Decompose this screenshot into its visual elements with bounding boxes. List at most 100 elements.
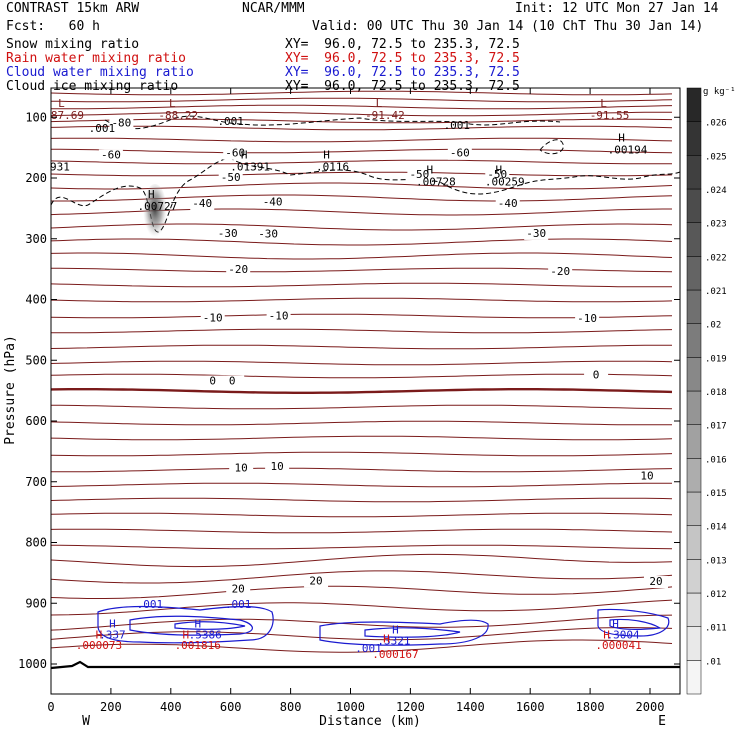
- isotherm-label-bg: [98, 149, 123, 162]
- isotherm-contour: [51, 435, 673, 441]
- isotherm-label: -50: [409, 168, 429, 181]
- y-tick-label: 500: [25, 353, 47, 367]
- x-tick-label: 1000: [336, 700, 365, 714]
- snow-contour: [104, 115, 561, 130]
- x-tick-label: 200: [100, 700, 122, 714]
- isotherm-contour: [51, 451, 673, 457]
- colorbar-swatch: [686, 525, 702, 560]
- isotherm-label: -60: [101, 149, 121, 162]
- extremum-marker: L: [58, 97, 65, 110]
- isotherm-label-bg: [265, 461, 290, 474]
- valid-time: Valid: 00 UTC Thu 30 Jan 14 (10 ChT Thu …: [312, 19, 704, 34]
- extremum-marker: H: [323, 149, 330, 162]
- colorbar-label: .018: [705, 388, 727, 398]
- snow-contour-label: .001: [89, 122, 116, 135]
- rain-water-label: H: [603, 628, 610, 641]
- cloud-water-label: .5386: [189, 628, 222, 641]
- colorbar-label: .01: [705, 657, 721, 667]
- init-time: Init: 12 UTC Mon 27 Jan 14: [515, 1, 719, 16]
- colorbar-swatch: [686, 323, 702, 358]
- colorbar-label: .015: [705, 489, 727, 499]
- isotherm-contour: [51, 159, 673, 165]
- isotherm-label-bg: [190, 198, 215, 211]
- isotherm-contour: [51, 512, 673, 518]
- field-cloud-ice-name: Cloud ice mixing ratio: [6, 79, 179, 94]
- isotherm-label: -40: [263, 195, 283, 208]
- isotherm-contour: [51, 626, 673, 641]
- isotherm-label-bg: [229, 462, 254, 475]
- field-snow-xy: XY= 96.0, 72.5 to 235.3, 72.5: [285, 37, 520, 52]
- isotherm-label: -10: [577, 312, 597, 325]
- cloud-water-label: H: [194, 618, 201, 631]
- model-title: CONTRAST 15km ARW: [6, 1, 140, 16]
- colorbar-swatch: [686, 188, 702, 223]
- rain-water-label: .000041: [595, 639, 641, 652]
- colorbar-swatch: [686, 87, 702, 122]
- isotherm-label: -60: [450, 147, 470, 160]
- colorbar-swatch: [686, 121, 702, 156]
- x-tick-label: 800: [280, 700, 302, 714]
- colorbar-label: .021: [705, 287, 727, 297]
- extremum-marker: H: [148, 188, 155, 201]
- extremum-marker: H: [618, 132, 625, 145]
- colorbar-label: .026: [705, 119, 727, 129]
- isotherm-contour: [51, 482, 672, 488]
- snow-contour-label: .001: [444, 119, 471, 132]
- isotherm-contour: [51, 111, 672, 117]
- isotherm-label-bg: [407, 169, 432, 181]
- extremum-value: -91.42: [365, 109, 405, 122]
- isotherm-label-bg: [304, 575, 329, 588]
- snow-contour: [539, 139, 564, 155]
- field-cloud-ice-xy: XY= 96.0, 72.5 to 235.3, 72.5: [285, 79, 520, 94]
- isotherm-contour: [51, 528, 673, 534]
- y-tick-label: 200: [25, 171, 47, 185]
- isotherm-label: 10: [270, 460, 283, 473]
- cloud-water-label: H: [612, 618, 619, 631]
- y-tick-label: 400: [25, 293, 47, 307]
- cloud-water-contour: [174, 621, 246, 630]
- isotherm-label-bg: [223, 147, 248, 160]
- rain-water-label: H: [383, 633, 390, 646]
- isotherm-contour: [51, 90, 673, 96]
- x-tick-label: 1200: [396, 700, 425, 714]
- extremum-value: .01391: [230, 161, 270, 174]
- isotherm-label-bg: [226, 263, 251, 276]
- isotherm-label-bg: [524, 227, 549, 240]
- snow-contour: [51, 157, 680, 233]
- extremum-value: .00259: [485, 176, 525, 189]
- extremum-marker: L: [600, 97, 607, 110]
- x-tick-label: 400: [160, 700, 182, 714]
- x-tick-label: 0: [47, 700, 54, 714]
- isotherm-contour: [51, 639, 673, 653]
- extremum-value: -91.55: [590, 109, 630, 122]
- colorbar-swatch: [686, 458, 702, 493]
- colorbar-swatch: [686, 626, 702, 661]
- isotherm-contour: [51, 344, 672, 350]
- cloud-water-label: H: [392, 624, 399, 637]
- extremum-marker: L: [169, 97, 176, 110]
- isotherm-contour: [51, 148, 673, 154]
- extremum-marker: H: [241, 149, 248, 162]
- forecast-hour: Fcst: 60 h: [6, 19, 100, 34]
- isotherm-label-bg: [200, 375, 225, 388]
- field-snow-name: Snow mixing ratio: [6, 37, 140, 52]
- isotherm-contour: [51, 544, 673, 550]
- plot-frame: [50, 87, 681, 695]
- extremum-marker: H: [495, 164, 502, 177]
- isotherm-label: 10: [235, 461, 248, 474]
- colorbar-swatch: [686, 222, 702, 257]
- isotherm-label-bg: [218, 172, 243, 185]
- colorbar-label: .012: [705, 590, 727, 600]
- x-tick-label: 1600: [516, 700, 545, 714]
- cloud-water-label: .3004: [606, 628, 639, 641]
- isotherm-label-bg: [495, 198, 520, 211]
- isotherm-contour: [51, 497, 673, 503]
- isotherm-label-bg: [215, 227, 240, 240]
- colorbar-swatch: [686, 424, 702, 459]
- y-tick-label: 800: [25, 536, 47, 550]
- isotherm-contour: [51, 182, 673, 190]
- field-cloud-water-name: Cloud water mixing ratio: [6, 65, 194, 80]
- isotherm-label: -80: [111, 116, 131, 129]
- isotherm-label-bg: [584, 369, 609, 382]
